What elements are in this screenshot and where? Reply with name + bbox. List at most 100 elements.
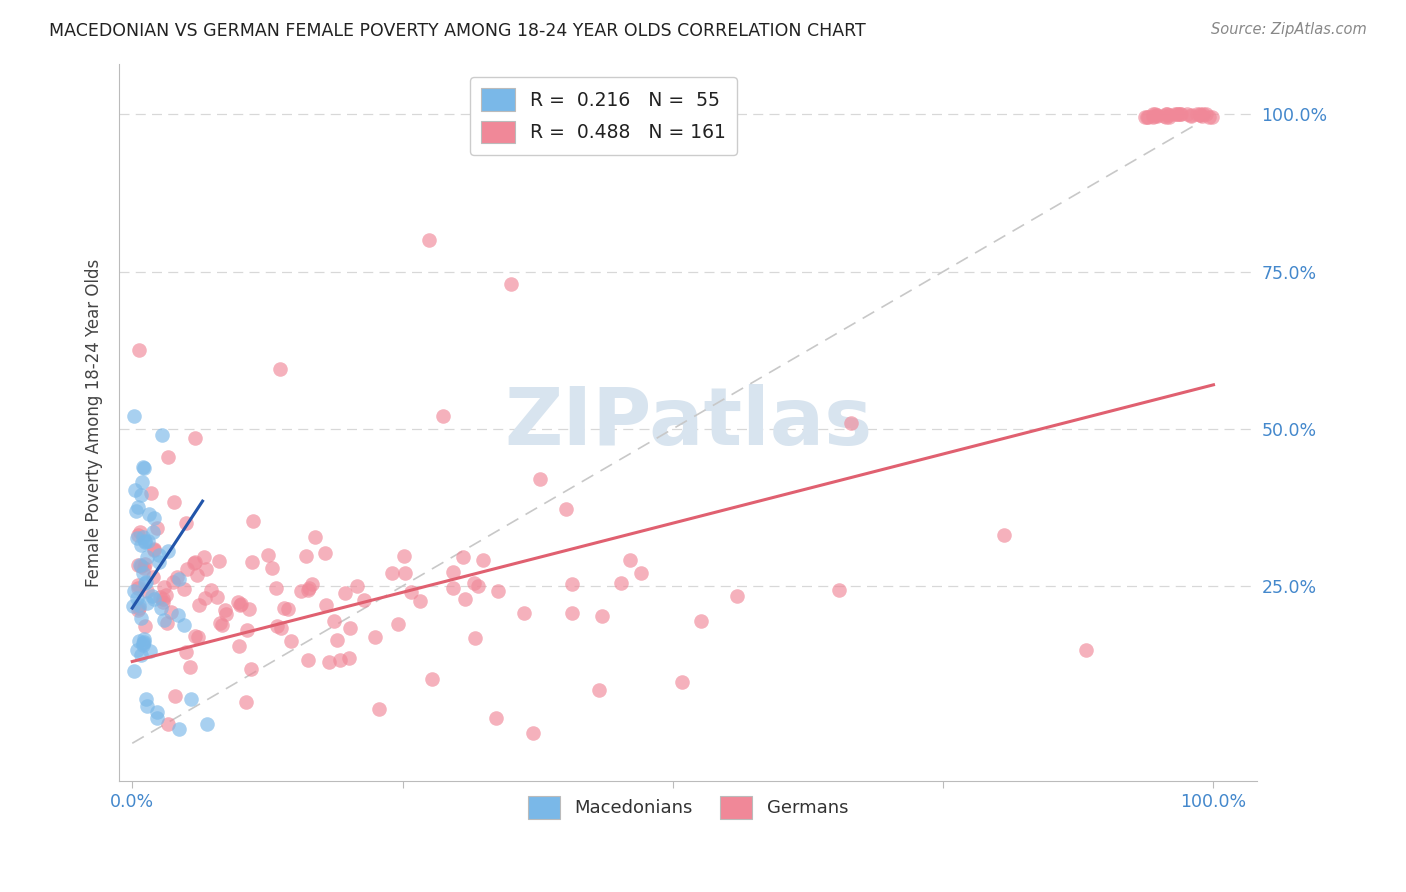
Point	[127, 532, 149, 546]
Text: MACEDONIAN VS GERMAN FEMALE POVERTY AMONG 18-24 YEAR OLDS CORRELATION CHART: MACEDONIAN VS GERMAN FEMALE POVERTY AMON…	[49, 22, 866, 40]
Point	[297, 582, 319, 597]
Point	[464, 631, 486, 645]
Point	[165, 689, 187, 703]
Point	[304, 531, 326, 545]
Point	[132, 636, 155, 650]
Point	[441, 565, 464, 579]
Point	[128, 343, 150, 358]
Point	[207, 590, 229, 604]
Point	[839, 416, 862, 430]
Point	[163, 495, 186, 509]
Point	[135, 692, 157, 706]
Point	[128, 633, 150, 648]
Point	[1180, 108, 1202, 122]
Point	[467, 579, 489, 593]
Point	[270, 621, 292, 635]
Point	[146, 705, 169, 719]
Point	[235, 695, 257, 709]
Point	[1074, 643, 1097, 657]
Point	[167, 722, 190, 736]
Point	[1154, 107, 1177, 121]
Point	[472, 552, 495, 566]
Point	[262, 561, 284, 575]
Point	[441, 581, 464, 595]
Point	[142, 543, 165, 558]
Point	[129, 648, 152, 662]
Point	[200, 582, 222, 597]
Point	[142, 524, 165, 539]
Point	[156, 544, 179, 558]
Point	[152, 591, 174, 606]
Point	[1170, 107, 1192, 121]
Point	[1137, 110, 1160, 124]
Point	[160, 605, 183, 619]
Point	[1157, 107, 1180, 121]
Point	[127, 500, 149, 515]
Point	[671, 675, 693, 690]
Point	[128, 558, 150, 573]
Point	[394, 566, 416, 580]
Point	[146, 521, 169, 535]
Point	[339, 621, 361, 635]
Legend: Macedonians, Germans: Macedonians, Germans	[520, 789, 856, 826]
Point	[229, 597, 252, 611]
Point	[277, 602, 299, 616]
Point	[314, 546, 336, 560]
Point	[184, 555, 207, 569]
Point	[183, 556, 205, 570]
Point	[162, 574, 184, 589]
Point	[127, 527, 149, 541]
Point	[143, 592, 166, 607]
Point	[214, 603, 236, 617]
Point	[339, 650, 361, 665]
Point	[195, 717, 218, 731]
Point	[128, 599, 150, 613]
Point	[619, 553, 641, 567]
Point	[129, 559, 152, 574]
Point	[208, 554, 231, 568]
Point	[127, 578, 149, 592]
Point	[993, 528, 1015, 542]
Point	[325, 633, 347, 648]
Point	[194, 591, 217, 606]
Point	[167, 607, 190, 622]
Point	[1146, 108, 1168, 122]
Point	[1146, 109, 1168, 123]
Point	[301, 577, 323, 591]
Point	[1142, 110, 1164, 124]
Point	[134, 533, 156, 548]
Point	[179, 660, 201, 674]
Point	[139, 486, 162, 500]
Point	[173, 582, 195, 596]
Point	[561, 577, 583, 591]
Point	[125, 643, 148, 657]
Point	[238, 602, 260, 616]
Point	[363, 630, 385, 644]
Point	[226, 595, 249, 609]
Point	[183, 431, 205, 445]
Point	[155, 588, 177, 602]
Point	[1195, 107, 1218, 121]
Point	[1156, 107, 1178, 121]
Point	[1164, 107, 1187, 121]
Point	[266, 619, 288, 633]
Point	[166, 569, 188, 583]
Point	[134, 535, 156, 549]
Point	[142, 510, 165, 524]
Point	[297, 652, 319, 666]
Point	[399, 584, 422, 599]
Point	[1142, 107, 1164, 121]
Point	[153, 613, 176, 627]
Point	[561, 607, 583, 621]
Point	[127, 603, 149, 617]
Point	[135, 575, 157, 590]
Point	[1198, 110, 1220, 124]
Text: Source: ZipAtlas.com: Source: ZipAtlas.com	[1211, 22, 1367, 37]
Point	[333, 585, 356, 599]
Point	[1189, 108, 1212, 122]
Point	[727, 589, 749, 603]
Point	[146, 711, 169, 725]
Point	[131, 566, 153, 580]
Point	[143, 542, 166, 557]
Point	[408, 594, 430, 608]
